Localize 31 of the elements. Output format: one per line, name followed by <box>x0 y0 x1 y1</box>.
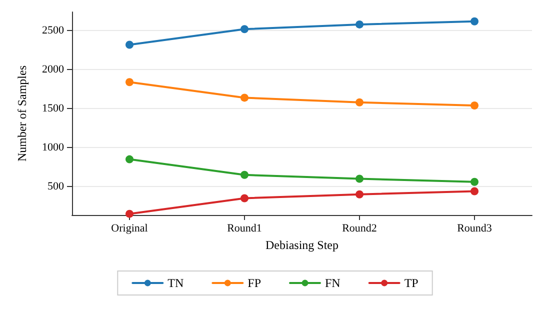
point <box>126 40 134 49</box>
y-tick-label: 2500 <box>42 24 64 37</box>
point <box>470 178 478 186</box>
point <box>240 25 248 34</box>
point <box>240 170 248 179</box>
point <box>126 210 134 218</box>
point <box>356 190 364 198</box>
point <box>126 155 134 164</box>
point <box>470 102 478 110</box>
x-tick-label: Original <box>111 222 148 234</box>
point <box>240 194 248 202</box>
point <box>470 17 478 26</box>
x-tick-label: Round1 <box>227 222 262 234</box>
point <box>240 94 248 102</box>
y-tick-label: 500 <box>48 180 64 193</box>
point <box>356 174 364 183</box>
y-tick-label: 2000 <box>42 64 64 76</box>
y-tick-label: 1500 <box>42 102 64 115</box>
point <box>126 78 134 86</box>
point <box>356 98 364 106</box>
legend-label: TP <box>404 276 419 290</box>
x-tick-label: Round2 <box>342 222 377 234</box>
legend-label: FP <box>248 276 262 290</box>
x-axis-title: Debiasing Step <box>266 238 338 252</box>
legend-label: TN <box>168 276 184 290</box>
y-tick-label: 1000 <box>42 142 64 154</box>
point <box>470 187 478 196</box>
y-axis-title: Number of Samples <box>15 65 29 162</box>
point <box>356 20 364 28</box>
legend-label: FN <box>325 276 341 290</box>
x-tick-label: Round3 <box>457 222 492 234</box>
